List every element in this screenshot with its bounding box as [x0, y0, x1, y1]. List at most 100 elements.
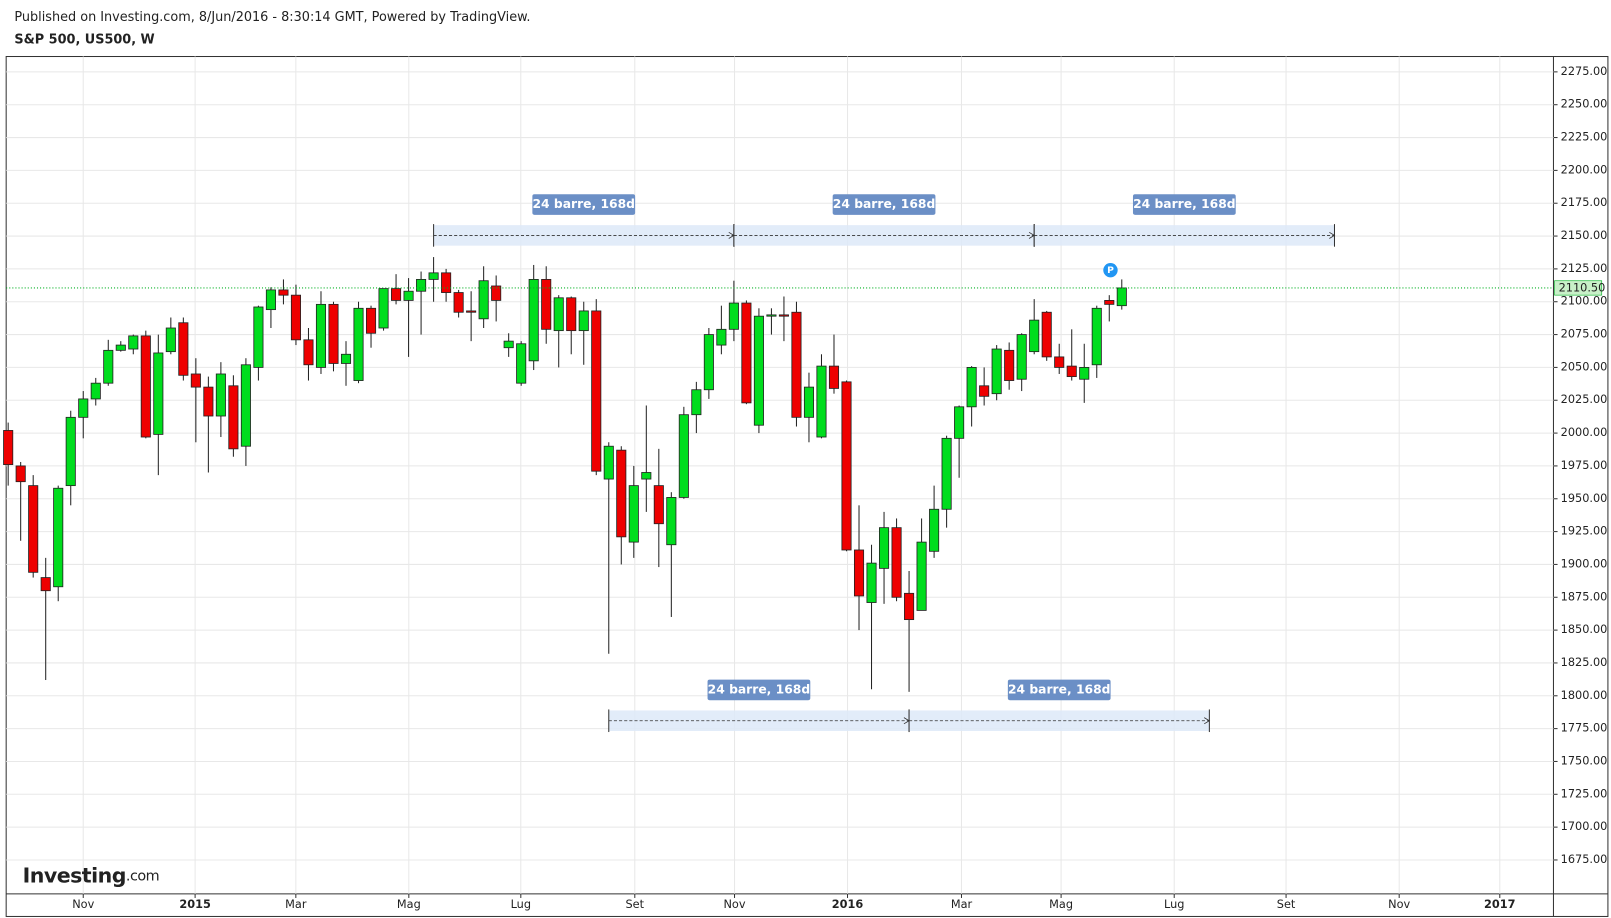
candle-body	[315, 303, 327, 368]
candle-body	[365, 307, 377, 334]
candle-body	[753, 315, 764, 426]
candle-body	[991, 348, 1002, 395]
x-tick-label: Mag	[397, 898, 421, 911]
candle-body	[728, 302, 739, 330]
candle-body	[303, 339, 314, 366]
y-tick-label: 2075.00	[1561, 328, 1608, 341]
candle-body	[866, 562, 877, 603]
candle-body	[240, 364, 251, 447]
candle-body	[441, 272, 452, 293]
y-tick-label: 1950.00	[1561, 492, 1608, 505]
candle-body	[1004, 349, 1015, 381]
y-tick-label: 2025.00	[1561, 393, 1608, 406]
candle-body	[828, 365, 840, 389]
range-label-box	[1132, 194, 1236, 215]
candle-body	[916, 541, 927, 611]
y-tick-label: 2225.00	[1561, 131, 1608, 144]
logo-suffix: .com	[126, 868, 159, 884]
y-tick-label: 2000.00	[1561, 426, 1608, 439]
candle-body	[766, 314, 777, 317]
candle-body	[40, 577, 51, 592]
candle-body	[103, 349, 114, 384]
candle-body	[228, 385, 239, 450]
candle-body	[265, 289, 276, 311]
candle-body	[703, 334, 714, 391]
range-label: 24 barre, 168d	[532, 197, 635, 211]
x-tick-label: Nov	[723, 898, 745, 911]
candle-body	[378, 288, 389, 329]
y-tick-label: 1700.00	[1561, 820, 1608, 833]
candle-body	[816, 365, 827, 438]
candle-body	[3, 430, 14, 466]
range-arrow	[1204, 717, 1211, 725]
candle-body	[416, 278, 427, 292]
x-tick-label: Set	[626, 898, 645, 911]
candle-body	[1104, 300, 1115, 305]
y-tick-label: 1800.00	[1561, 689, 1608, 702]
candle-body	[641, 472, 652, 480]
candle-body	[478, 280, 489, 320]
candle-body	[328, 303, 339, 364]
candle-body	[891, 527, 902, 598]
y-tick-label: 2250.00	[1561, 98, 1608, 111]
candle-body	[653, 485, 664, 525]
y-tick-label: 1825.00	[1561, 656, 1608, 669]
y-tick-label: 1875.00	[1561, 590, 1608, 603]
x-tick-label: 2016	[832, 898, 864, 911]
candle-body	[716, 328, 727, 346]
candle-body	[578, 310, 589, 332]
candle-body	[553, 297, 564, 332]
range-label-box	[532, 194, 636, 215]
candle-body	[178, 322, 189, 376]
x-tick-label: Lug	[511, 898, 531, 911]
candle-body	[203, 386, 214, 417]
candle-body	[541, 278, 552, 330]
candle-body	[403, 290, 414, 301]
range-label: 24 barre, 168d	[1008, 682, 1111, 696]
candle-body	[853, 549, 865, 597]
x-tick-label: Nov	[72, 898, 94, 911]
candle-body	[391, 288, 402, 301]
candle-body	[591, 310, 602, 472]
candle-body	[979, 385, 990, 397]
y-tick-label: 1725.00	[1561, 787, 1608, 800]
logo-brand-text: Investing	[23, 863, 126, 887]
candle-body	[290, 294, 301, 341]
x-tick-label: Set	[1277, 898, 1296, 911]
candle-body	[966, 366, 977, 408]
y-tick-label: 2100.00	[1561, 295, 1608, 308]
candle-body	[803, 386, 815, 418]
candle-body	[1016, 334, 1027, 380]
x-tick-label: 2015	[179, 898, 211, 911]
candle-body	[190, 373, 201, 388]
candle-body	[53, 487, 64, 588]
last-price-box	[1554, 280, 1603, 296]
candle-body	[453, 292, 464, 313]
range-label: 24 barre, 168d	[708, 682, 811, 696]
candle-body	[28, 485, 39, 573]
candle-body	[904, 592, 915, 621]
candle-body	[466, 310, 477, 313]
y-tick-label: 1775.00	[1561, 722, 1608, 735]
candle-body	[566, 297, 577, 332]
grid	[6, 56, 1554, 894]
candle-body	[1079, 366, 1090, 380]
candle-body	[628, 485, 639, 543]
plot: 24 barre, 168d 24 barre, 168d 24 barre, 16…	[3, 194, 1554, 733]
candle-body	[165, 327, 176, 353]
y-tick-label: 2150.00	[1561, 229, 1608, 242]
range-arrow	[1329, 231, 1336, 239]
candle-body	[1029, 319, 1040, 353]
frame	[5, 55, 1609, 917]
y-tick-label: 2125.00	[1561, 262, 1608, 275]
candle-body	[428, 272, 439, 280]
candle-body	[353, 307, 364, 381]
y-tick-label: 1975.00	[1561, 459, 1608, 472]
candle-body	[879, 527, 890, 569]
candle-body	[791, 311, 802, 418]
y-tick-label: 1925.00	[1561, 525, 1608, 538]
y-tick-label: 1900.00	[1561, 557, 1608, 570]
candle-body	[1054, 356, 1065, 368]
candle-body	[929, 508, 940, 552]
y-tick-label: 2050.00	[1561, 360, 1608, 373]
